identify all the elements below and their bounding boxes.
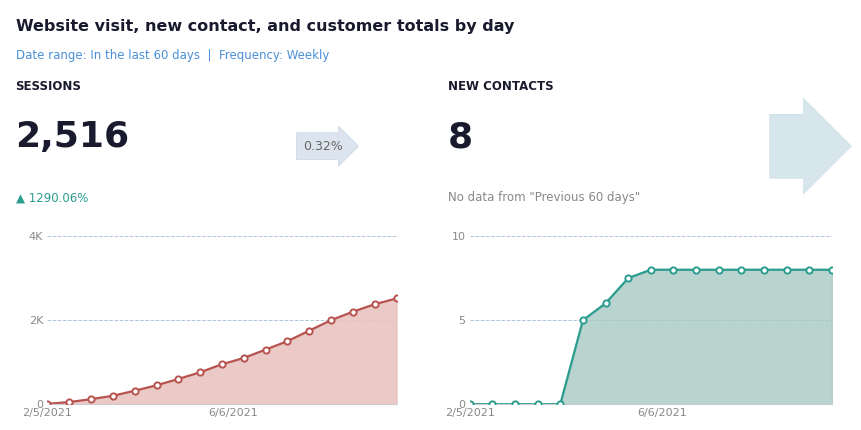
Text: No data from "Previous 60 days": No data from "Previous 60 days"	[448, 191, 640, 204]
Text: SESSIONS: SESSIONS	[15, 80, 81, 92]
Text: 8: 8	[448, 120, 473, 154]
Text: 2,516: 2,516	[15, 120, 129, 154]
Text: ▲ 1290.06%: ▲ 1290.06%	[15, 191, 88, 204]
Text: Date range: In the last 60 days  |  Frequency: Weekly: Date range: In the last 60 days | Freque…	[15, 49, 329, 62]
Text: Website visit, new contact, and customer totals by day: Website visit, new contact, and customer…	[15, 19, 513, 34]
Text: 0.32%: 0.32%	[303, 140, 343, 153]
Text: NEW CONTACTS: NEW CONTACTS	[448, 80, 554, 92]
